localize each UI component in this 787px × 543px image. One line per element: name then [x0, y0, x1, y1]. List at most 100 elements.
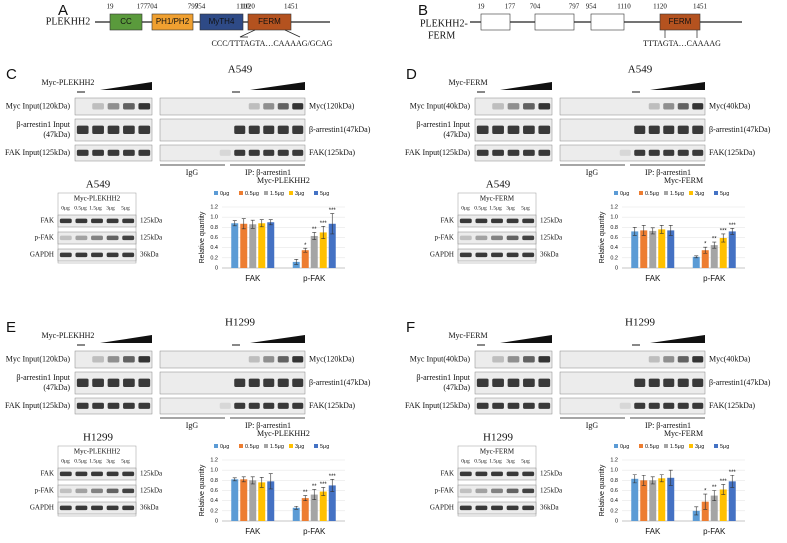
error-bar [712, 241, 717, 249]
igg-label: IgG [186, 168, 199, 177]
sequence: CCC/TTTAGTA…CAAAAG/GCAG [212, 39, 333, 48]
legend-swatch [264, 444, 268, 448]
y-tick-label: 0.8 [610, 478, 618, 484]
igg-label: IgG [586, 168, 599, 177]
x-tick-label: p-FAK [303, 274, 326, 283]
legend-label: 3μg [295, 191, 304, 197]
blot-band [491, 252, 503, 258]
y-tick-label: 1.2 [610, 204, 618, 210]
legend-swatch [664, 444, 668, 448]
y-tick-label: 0.4 [610, 498, 618, 504]
blot-band [476, 402, 489, 409]
blot-band [292, 356, 304, 363]
domain-box [659, 13, 701, 31]
blot-band [506, 252, 519, 258]
dose-wedge [500, 82, 552, 90]
blot-band [677, 402, 689, 409]
legend-swatch [639, 191, 643, 195]
position: 19 [478, 3, 486, 11]
blot-band [106, 252, 119, 258]
blot-band [523, 378, 535, 387]
construct: Myc-PLEKHH2 [42, 78, 95, 87]
blot-band [91, 471, 103, 477]
y-tick-label: 0 [615, 265, 618, 271]
x-tick-label: FAK [245, 527, 261, 536]
position: 177 [505, 3, 516, 11]
y-tick-label: 0.4 [210, 498, 218, 504]
blot-band [123, 103, 135, 110]
blot-band [107, 103, 120, 110]
kda-label: 125kDa [540, 217, 563, 225]
legend-label: 0.5μg [245, 191, 259, 197]
domain-box [247, 13, 292, 31]
blot-band [122, 505, 135, 511]
y-tick-label: 0 [215, 518, 218, 524]
blot-band [677, 103, 689, 110]
legend-label: 0μg [220, 444, 229, 450]
blot-band [277, 402, 289, 409]
error-bar [632, 227, 637, 236]
y-tick-label: 0.4 [610, 245, 618, 251]
error-bar [330, 213, 335, 235]
error-bar [312, 232, 317, 240]
ip-label: β-arrestin1(47kDa) [309, 378, 371, 387]
y-tick-label: 1.0 [210, 468, 218, 474]
chart-title: Myc-FERM [664, 429, 703, 438]
bar [240, 479, 248, 521]
bar [231, 479, 239, 521]
input-label: FAK Input(125kDa) [405, 148, 470, 157]
dose-label: 3μg [506, 205, 515, 211]
cell-line: H1299 [225, 317, 255, 329]
blot-band [277, 103, 289, 110]
y-tick-label: 1.2 [210, 204, 218, 210]
blot-band [492, 125, 504, 134]
blot-band [277, 149, 289, 156]
position: 704 [530, 3, 541, 11]
legend-swatch [614, 444, 618, 448]
blot-band [59, 488, 72, 494]
blot-frame [57, 445, 137, 517]
legend-swatch [314, 444, 318, 448]
blot-band [522, 218, 535, 224]
significance: *** [329, 474, 337, 480]
bar [258, 482, 266, 521]
panel-label: E [6, 319, 16, 336]
legend-swatch [264, 191, 268, 195]
blot-band [107, 378, 120, 387]
blot-band [91, 252, 103, 258]
blot-band [506, 471, 519, 477]
blot-band [648, 378, 660, 387]
legend-label: 0μg [620, 444, 629, 450]
ip-label: Myc(40kDa) [709, 354, 751, 363]
blot-band [138, 125, 151, 134]
ip-group-label: IP: β-arrestin1 [245, 168, 291, 177]
blot-band [59, 471, 72, 477]
blot-band [663, 149, 675, 156]
blot-band [522, 252, 535, 258]
bar [728, 481, 736, 521]
blot-band [507, 402, 520, 409]
panel-3: F H1299 Myc-FERM Myc Input(40kDa) Myc(40kDa)… [405, 317, 771, 537]
blot-label: GAPDH [430, 504, 454, 512]
position: 954 [195, 3, 206, 11]
bar [292, 507, 300, 521]
dose-wedge [650, 335, 705, 343]
error-bar [730, 474, 735, 488]
kda-label: 125kDa [540, 234, 563, 242]
dose-label: 5μg [521, 458, 530, 464]
error-bar [668, 469, 673, 486]
error-bar [721, 484, 726, 495]
blot-band [91, 505, 103, 511]
blot-band [277, 378, 289, 387]
input-label: β-arrestin1 Input [16, 373, 70, 382]
legend-swatch [214, 191, 218, 195]
significance: ** [312, 484, 317, 490]
protein-name: FERM [428, 30, 455, 41]
blot-band [491, 505, 503, 511]
blot-label: p-FAK [435, 487, 454, 495]
blot-band [459, 218, 472, 224]
dose-label: 1.5μg [489, 458, 502, 464]
domain-label: PH1/PH2 [156, 17, 190, 26]
blot-band [138, 402, 151, 409]
